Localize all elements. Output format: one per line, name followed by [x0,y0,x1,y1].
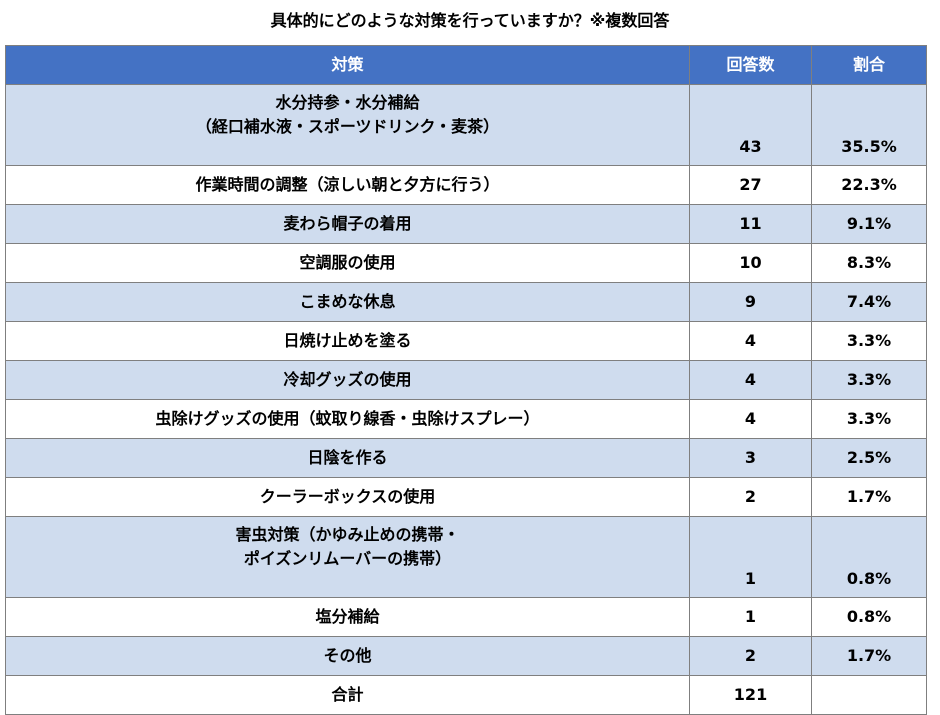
count-cell: 9 [689,282,812,322]
measure-cell: 日陰を作る [5,438,690,478]
count-cell: 1 [689,516,812,598]
ratio-cell: 3.3% [811,360,927,400]
table-title: 具体的にどのような対策を行っていますか？※複数回答 [270,11,670,30]
count-cell: 1 [689,597,812,637]
measure-label-line: 水分持参・水分補給 [275,93,420,112]
ratio-cell: 2.5% [811,438,927,478]
count-cell: 2 [689,477,812,517]
measure-label-line: 虫除けグッズの使用（蚊取り線香・虫除けスプレー） [155,409,540,428]
column-header-measure: 対策 [5,45,690,85]
ratio-cell: 0.8% [811,597,927,637]
table-row: 害虫対策（かゆみ止めの携帯・ ポイズンリムーバーの携帯） 1 0.8% [5,516,927,598]
measure-label-line: 塩分補給 [315,607,380,626]
measure-label-line: クーラーボックスの使用 [259,487,436,506]
table-row: こまめな休息 9 7.4% [5,282,927,322]
measure-cell: 空調服の使用 [5,243,690,283]
ratio-cell: 22.3% [811,165,927,205]
ratio-cell: 0.8% [811,516,927,598]
table-row: その他 2 1.7% [5,636,927,676]
measure-cell: クーラーボックスの使用 [5,477,690,517]
measures-table: 対策 回答数 割合 水分持参・水分補給 （経口補水液・スポーツドリンク・麦茶） 43… [5,45,927,715]
measure-label-line: こまめな休息 [299,292,396,311]
ratio-cell: 8.3% [811,243,927,283]
measure-label-line: ポイズンリムーバーの携帯） [243,549,452,568]
measure-label-line: 空調服の使用 [299,253,396,272]
count-cell: 10 [689,243,812,283]
ratio-cell: 1.7% [811,477,927,517]
measure-cell: 害虫対策（かゆみ止めの携帯・ ポイズンリムーバーの携帯） [5,516,690,598]
count-cell: 4 [689,399,812,439]
table-row: 空調服の使用 10 8.3% [5,243,927,283]
count-cell: 4 [689,321,812,361]
count-cell: 2 [689,636,812,676]
measure-label-line: （経口補水液・スポーツドリンク・麦茶） [195,117,500,136]
measure-label-line: 日焼け止めを塗る [283,331,412,350]
ratio-cell: 1.7% [811,636,927,676]
measure-label-line: 麦わら帽子の着用 [283,214,412,233]
ratio-cell: 3.3% [811,321,927,361]
column-header-ratio: 割合 [811,45,927,85]
table-row: 麦わら帽子の着用 11 9.1% [5,204,927,244]
column-header-count: 回答数 [689,45,812,85]
count-cell: 11 [689,204,812,244]
count-cell: 4 [689,360,812,400]
table-row: 冷却グッズの使用 4 3.3% [5,360,927,400]
total-count-cell: 121 [689,675,812,715]
measure-cell: 日焼け止めを塗る [5,321,690,361]
table-row: 日陰を作る 3 2.5% [5,438,927,478]
measure-cell: こまめな休息 [5,282,690,322]
count-cell: 43 [689,84,812,166]
total-ratio-cell [811,675,927,715]
total-label-cell: 合計 [5,675,690,715]
measure-label-line: 作業時間の調整（涼しい朝と夕方に行う） [195,175,500,194]
table-row: 水分持参・水分補給 （経口補水液・スポーツドリンク・麦茶） 43 35.5% [5,84,927,166]
measure-cell: 麦わら帽子の着用 [5,204,690,244]
count-cell: 3 [689,438,812,478]
total-row: 合計 121 [5,675,927,715]
ratio-cell: 9.1% [811,204,927,244]
measure-label-line: 冷却グッズの使用 [283,370,412,389]
table-row: 作業時間の調整（涼しい朝と夕方に行う） 27 22.3% [5,165,927,205]
table-row: クーラーボックスの使用 2 1.7% [5,477,927,517]
measure-cell: 塩分補給 [5,597,690,637]
count-cell: 27 [689,165,812,205]
measure-cell: その他 [5,636,690,676]
ratio-cell: 35.5% [811,84,927,166]
ratio-cell: 3.3% [811,399,927,439]
measure-cell: 冷却グッズの使用 [5,360,690,400]
table-row: 塩分補給 1 0.8% [5,597,927,637]
table-header-row: 対策 回答数 割合 [5,45,927,85]
table-body: 水分持参・水分補給 （経口補水液・スポーツドリンク・麦茶） 43 35.5% 作業時間の… [5,84,927,715]
ratio-cell: 7.4% [811,282,927,322]
measure-label-line: 害虫対策（かゆみ止めの携帯・ [235,525,460,544]
measure-cell: 水分持参・水分補給 （経口補水液・スポーツドリンク・麦茶） [5,84,690,166]
table-row: 日焼け止めを塗る 4 3.3% [5,321,927,361]
table-row: 虫除けグッズの使用（蚊取り線香・虫除けスプレー） 4 3.3% [5,399,927,439]
measure-cell: 虫除けグッズの使用（蚊取り線香・虫除けスプレー） [5,399,690,439]
measure-label-line: 日陰を作る [307,448,388,467]
measure-label-line: その他 [323,646,372,665]
measure-cell: 作業時間の調整（涼しい朝と夕方に行う） [5,165,690,205]
